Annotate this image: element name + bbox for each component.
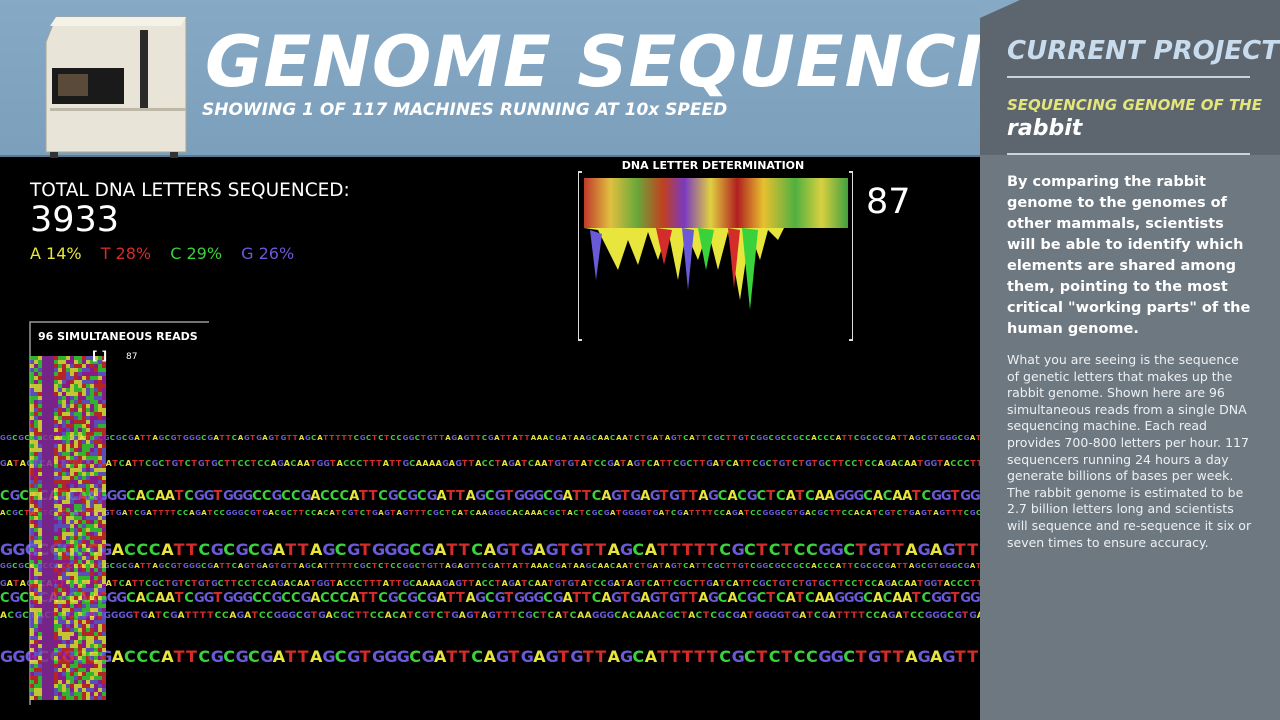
project-lead-paragraph: By comparing the rabbit genome to the ge… bbox=[1007, 174, 1251, 337]
pct-a: A 14% bbox=[30, 244, 82, 263]
total-letters-value: 3933 bbox=[30, 200, 120, 240]
sequence-row: GGGCCGCCGACCCATTCGCGCGATTAGCGTGGGCGATTCA… bbox=[0, 647, 980, 666]
sequence-row: ACGCTACTCGCGATGGGGTGATCGATTTTCCAGATCCGGG… bbox=[0, 509, 980, 517]
project-description-prefix: SEQUENCING GENOME OF THE bbox=[1007, 96, 1262, 114]
pct-t: T 28% bbox=[100, 244, 152, 263]
sequence-row: GGGCCGCCGACCCATTCGCGCGATTAGCGTGGGCGATTCA… bbox=[0, 540, 980, 559]
reads-position: 87 bbox=[126, 352, 138, 362]
current-project-heading: CURRENT PROJECT bbox=[1007, 36, 1279, 66]
sequencer-machine-icon bbox=[45, 16, 187, 158]
total-letters-label: TOTAL DNA LETTERS SEQUENCED: bbox=[30, 180, 350, 201]
reads-heatmap bbox=[30, 356, 106, 700]
page-title: GENOME SEQUENCING bbox=[205, 21, 1102, 103]
base-percentages: A 14% T 28% C 29% G 26% bbox=[30, 244, 308, 263]
pct-g: G 26% bbox=[241, 244, 295, 263]
letter-determination-label: DNA LETTER DETERMINATION bbox=[598, 159, 828, 172]
page-subtitle: SHOWING 1 OF 117 MACHINES RUNNING AT 10x… bbox=[202, 100, 728, 120]
divider bbox=[1007, 76, 1250, 78]
reads-cursor: [ ] bbox=[92, 349, 108, 363]
project-organism: rabbit bbox=[1007, 116, 1083, 141]
letter-determination-value: 87 bbox=[866, 182, 911, 222]
simultaneous-reads-label: 96 SIMULTANEOUS READS bbox=[38, 330, 198, 343]
divider bbox=[1007, 153, 1250, 155]
sequence-row: GGCGCCGCCACCCATTCGCGCGATTAGCGTGGGCGATTCA… bbox=[0, 434, 980, 442]
pct-c: C 29% bbox=[170, 244, 223, 263]
project-body-paragraph: What you are seeing is the sequence of g… bbox=[1007, 352, 1252, 550]
letter-determination-panel bbox=[578, 171, 853, 341]
panel-corner bbox=[980, 0, 1020, 18]
